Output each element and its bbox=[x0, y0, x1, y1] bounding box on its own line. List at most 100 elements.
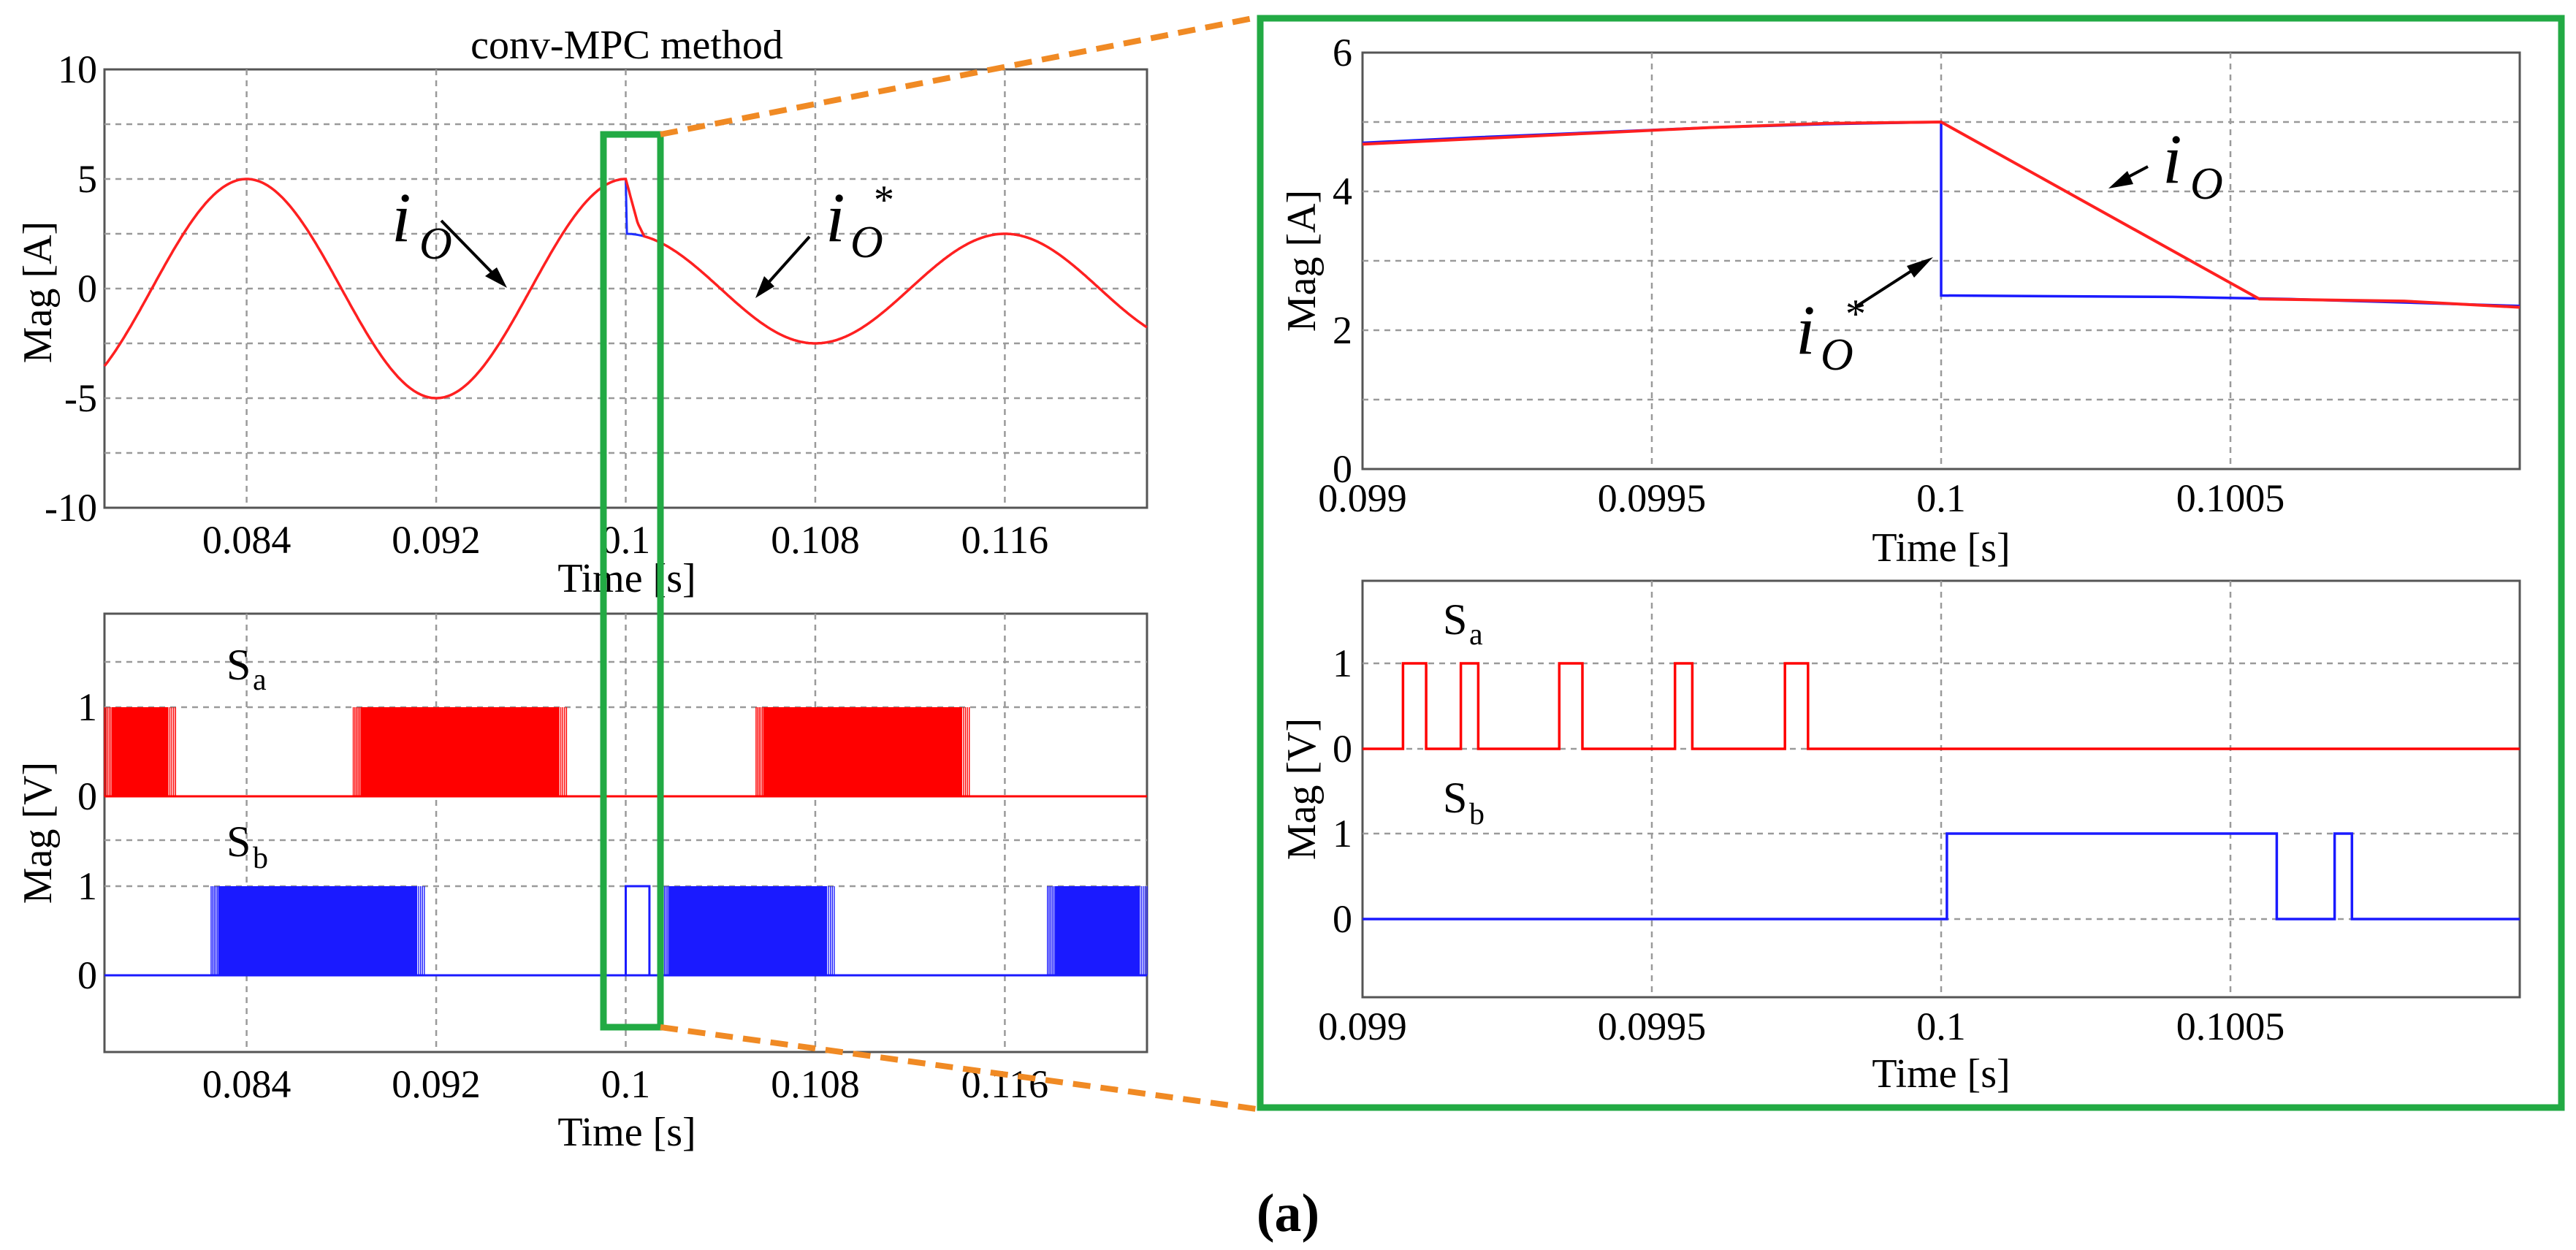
zoom-current-xlabel: Time [s] bbox=[1872, 525, 2010, 571]
ytick-label: 1 bbox=[77, 864, 97, 908]
ytick-label: 0 bbox=[1333, 727, 1352, 771]
arrowhead-icon bbox=[755, 276, 774, 298]
ytick-label: 1 bbox=[1333, 641, 1352, 685]
overview-io-annotation: i O bbox=[392, 178, 507, 288]
zoom-sa-label: S a bbox=[1443, 595, 1483, 652]
zoom-highlight-box bbox=[600, 131, 664, 1031]
xtick-label: 0.108 bbox=[771, 1062, 860, 1106]
switching-band bbox=[112, 707, 169, 796]
zoom-current-plot: 0.099 0.0995 0.1 0.1005 0 2 4 6 Time [s] Mag [… bbox=[1279, 31, 2521, 571]
zoom-sa-sub: a bbox=[1469, 618, 1483, 652]
ytick-label: 4 bbox=[1333, 169, 1352, 213]
switching-band bbox=[1054, 886, 1140, 975]
xtick-label: 0.0995 bbox=[1598, 476, 1707, 520]
ytick-label: 6 bbox=[1333, 31, 1352, 75]
arrowhead-icon bbox=[1907, 257, 1933, 278]
zoom-switching-xlabel: Time [s] bbox=[1872, 1051, 2010, 1097]
xtick-label: 0.099 bbox=[1318, 1005, 1407, 1048]
zoom-current-xticks: 0.099 0.0995 0.1 0.1005 bbox=[1318, 476, 2285, 520]
zoom-switching-yticks: 1 0 1 0 bbox=[1333, 641, 1352, 941]
arrowhead-icon bbox=[485, 267, 507, 288]
zoom-connector-bottom bbox=[660, 1024, 1257, 1112]
xtick-label: 0.1005 bbox=[2176, 476, 2285, 520]
zoom-io-annotation: i O bbox=[2108, 120, 2223, 209]
zoom-annotation-io-sub: O bbox=[2190, 159, 2223, 209]
xtick-label: 0.092 bbox=[392, 518, 481, 562]
xtick-label: 0.1 bbox=[1916, 1005, 1966, 1048]
switching-sa-line bbox=[1363, 662, 2520, 750]
zoom-annotation-io-letter: i bbox=[2162, 120, 2182, 198]
xtick-label: 0.0995 bbox=[1598, 1005, 1707, 1048]
zoom-annotation-ioref-letter: i bbox=[1796, 291, 1815, 369]
ytick-label: 1 bbox=[1333, 812, 1352, 855]
zoom-sb-label: S b bbox=[1443, 774, 1485, 831]
figure-caption: (a) bbox=[1257, 1184, 1319, 1243]
xtick-label: 0.1 bbox=[601, 518, 651, 562]
zoom-current-series bbox=[1362, 120, 2520, 309]
ytick-label: -10 bbox=[45, 486, 97, 530]
annotation-ioref-letter: i bbox=[826, 178, 845, 256]
xtick-label: 0.108 bbox=[771, 518, 860, 562]
switching-band bbox=[218, 886, 417, 975]
annotation-ioref-sup: * bbox=[874, 178, 894, 223]
switching-band bbox=[763, 707, 962, 796]
annotation-io-letter: i bbox=[392, 178, 411, 256]
zoom-current-yticks: 0 2 4 6 bbox=[1333, 31, 1352, 491]
switching-sb-line bbox=[1363, 832, 2520, 921]
ytick-label: 0 bbox=[1333, 447, 1352, 491]
overview-switching-yticks: 1 0 1 0 bbox=[77, 685, 97, 997]
zoom-annotation-ioref-sup: * bbox=[1845, 291, 1866, 337]
xtick-label: 0.084 bbox=[202, 518, 291, 562]
ytick-label: 1 bbox=[77, 685, 97, 729]
xtick-label: 0.1 bbox=[1916, 476, 1966, 520]
overview-current-grid bbox=[104, 69, 1147, 508]
sa-sub: a bbox=[253, 663, 267, 697]
zoom-sa-letter: S bbox=[1443, 595, 1467, 644]
overview-switching-xlabel: Time [s] bbox=[557, 1110, 696, 1155]
xtick-label: 0.116 bbox=[961, 518, 1049, 562]
ytick-label: 0 bbox=[77, 774, 97, 818]
xtick-label: 0.099 bbox=[1318, 476, 1407, 520]
ytick-label: 5 bbox=[77, 157, 97, 201]
overview-current-ylabel: Mag [A] bbox=[15, 221, 61, 363]
zoom-switching-series bbox=[1363, 662, 2520, 921]
zoom-switching-xticks: 0.099 0.0995 0.1 0.1005 bbox=[1318, 1005, 2285, 1048]
xtick-label: 0.084 bbox=[202, 1062, 291, 1106]
overview-current-xticks: 0.084 0.092 0.1 0.108 0.116 bbox=[202, 518, 1048, 562]
zoom-io-ref-annotation: i O * bbox=[1796, 257, 1933, 380]
switching-band bbox=[360, 707, 560, 796]
ytick-label: 0 bbox=[77, 953, 97, 997]
zoom-sb-letter: S bbox=[1443, 774, 1467, 822]
zoom-current-ylabel: Mag [A] bbox=[1279, 190, 1325, 332]
overview-current-series bbox=[103, 178, 1148, 400]
ytick-label: 2 bbox=[1333, 308, 1352, 352]
overview-current-plot: 0.084 0.092 0.1 0.108 0.116 -10 -5 0 5 10 conv-M… bbox=[15, 23, 1148, 601]
zoom-connector-top bbox=[660, 15, 1257, 137]
xtick-label: 0.1 bbox=[601, 1062, 651, 1106]
switching-pulse bbox=[625, 885, 651, 975]
xtick-label: 0.1005 bbox=[2176, 1005, 2285, 1048]
zoom-switching-ylabel: Mag [V] bbox=[1279, 718, 1325, 860]
annotation-ioref-sub: O bbox=[850, 218, 883, 267]
series-io-line bbox=[103, 178, 1148, 400]
overview-sb-label: S b bbox=[226, 818, 268, 875]
zoom-switching-plot: 0.099 0.0995 0.1 0.1005 1 0 1 0 Time [s] Mag [… bbox=[1279, 579, 2521, 1097]
ytick-label: 10 bbox=[58, 47, 97, 91]
zoom-panel-frame bbox=[1257, 15, 2565, 1111]
arrowhead-icon bbox=[2108, 171, 2133, 188]
series-io-line bbox=[1362, 120, 2520, 309]
zoom-sb-sub: b bbox=[1469, 798, 1485, 831]
overview-switching-series bbox=[104, 707, 1148, 977]
sb-sub: b bbox=[253, 842, 268, 875]
sb-letter: S bbox=[226, 818, 251, 866]
overview-switching-xticks: 0.084 0.092 0.1 0.108 0.116 bbox=[202, 1062, 1048, 1106]
sa-letter: S bbox=[226, 641, 251, 689]
overview-switching-ylabel: Mag [V] bbox=[15, 762, 61, 904]
ytick-label: 0 bbox=[1333, 897, 1352, 941]
overview-io-ref-annotation: i O * bbox=[755, 178, 894, 298]
xtick-label: 0.092 bbox=[392, 1062, 481, 1106]
ytick-label: -5 bbox=[64, 376, 97, 420]
overview-sa-label: S a bbox=[226, 641, 267, 697]
